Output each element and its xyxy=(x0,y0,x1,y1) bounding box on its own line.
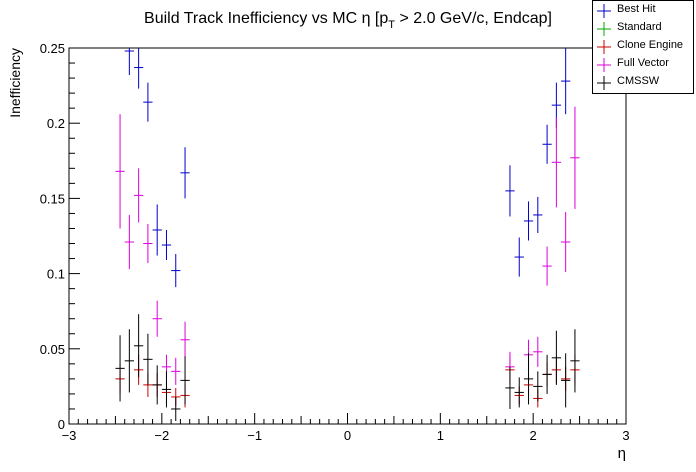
y-tick-label: 0.15 xyxy=(40,191,65,206)
data-point xyxy=(124,48,134,76)
y-tick-label: 0.1 xyxy=(47,267,65,282)
data-point xyxy=(561,48,571,115)
data-point xyxy=(143,333,153,385)
data-point xyxy=(533,336,543,367)
data-point xyxy=(542,354,552,394)
series-cmssw xyxy=(115,314,580,421)
data-point xyxy=(133,48,144,89)
legend-label: Standard xyxy=(617,21,662,33)
data-point xyxy=(133,168,144,223)
legend-marker xyxy=(597,4,611,18)
data-point xyxy=(133,314,144,378)
data-point xyxy=(171,396,181,421)
legend-item: Standard xyxy=(593,20,693,38)
y-tick-label: 0.05 xyxy=(40,342,65,357)
data-point xyxy=(533,371,543,402)
data-point xyxy=(180,356,190,405)
y-tick-label: 0 xyxy=(58,417,65,432)
legend-label: Clone Engine xyxy=(617,39,684,51)
x-tick-label: 1 xyxy=(437,428,444,443)
series-best-hit xyxy=(124,48,571,288)
y-tick-label: 0.25 xyxy=(40,41,65,56)
legend-item: CMSSW xyxy=(593,74,693,92)
data-point xyxy=(505,165,515,217)
data-point xyxy=(143,223,153,264)
y-tick-label: 0.2 xyxy=(47,116,65,131)
legend-item: Clone Engine xyxy=(593,38,693,56)
data-point xyxy=(124,214,134,270)
data-point xyxy=(551,117,562,208)
data-point xyxy=(115,335,125,402)
data-point xyxy=(542,124,552,164)
data-point xyxy=(180,321,190,358)
legend-marker xyxy=(597,22,611,36)
legend-item: Best Hit xyxy=(593,2,693,20)
x-tick-label: 0 xyxy=(344,428,351,443)
data-point xyxy=(523,201,534,241)
y-axis-label: Inefficiency xyxy=(7,48,23,118)
x-tick-label: 3 xyxy=(622,428,629,443)
data-point xyxy=(505,366,515,409)
axes: −3 −2 −1 0 1 2 3 0 0.05 0.1 0.15 0.2 0.25 xyxy=(40,41,630,443)
data-point xyxy=(570,106,580,209)
data-point xyxy=(551,330,562,385)
x-axis-label: η xyxy=(618,445,626,462)
legend-label: Full Vector xyxy=(617,57,669,69)
data-point xyxy=(115,114,125,229)
legend-label: Best Hit xyxy=(617,3,656,15)
data-point xyxy=(171,357,181,385)
legend: Best Hit Standard Clone Engine Full Vector C… xyxy=(592,0,694,94)
data-point xyxy=(143,82,153,122)
data-point xyxy=(152,300,162,337)
plot-frame xyxy=(68,47,627,425)
legend-marker xyxy=(597,76,611,90)
chart-title: Build Track Inefficiency vs MC η [pT > 2… xyxy=(144,10,552,31)
x-tick-label: −1 xyxy=(247,428,262,443)
x-tick-label: −2 xyxy=(154,428,169,443)
data-point xyxy=(152,365,162,405)
data-point xyxy=(171,254,181,288)
x-tick-label: −3 xyxy=(62,428,77,443)
data-point xyxy=(152,204,162,256)
data-point xyxy=(514,377,524,408)
data-point xyxy=(561,353,571,408)
data-marks xyxy=(115,48,580,421)
legend-marker xyxy=(597,58,611,72)
data-point xyxy=(561,211,571,273)
data-point xyxy=(161,371,172,408)
data-point xyxy=(180,147,190,199)
data-point xyxy=(124,329,134,393)
chart-title-subscript: T xyxy=(388,19,395,31)
data-point xyxy=(542,246,552,286)
data-point xyxy=(514,237,524,277)
x-tick-label: 2 xyxy=(530,428,537,443)
data-point xyxy=(533,196,543,233)
legend-marker xyxy=(597,40,611,54)
legend-label: CMSSW xyxy=(617,75,660,87)
legend-item: Full Vector xyxy=(593,56,693,74)
data-point xyxy=(161,229,172,261)
data-point xyxy=(570,329,580,393)
data-point xyxy=(523,353,534,405)
